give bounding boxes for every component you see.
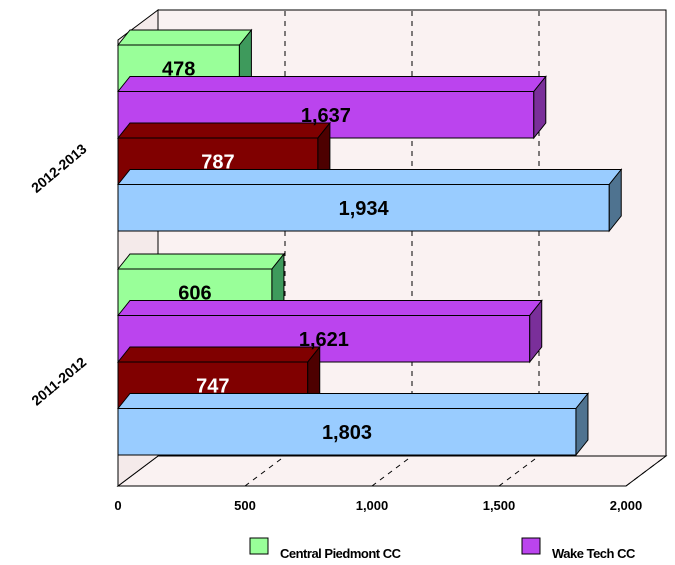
bar-group xyxy=(116,392,590,457)
value-labels: 606 1,621 747 1,803 478 1,637 787 1,934 xyxy=(162,58,389,444)
y-tick-label: 2011-2012 xyxy=(28,354,89,409)
bar-top xyxy=(116,29,253,46)
bar-side xyxy=(529,299,543,364)
bar xyxy=(117,408,577,456)
bar xyxy=(117,184,610,232)
bar-side xyxy=(533,75,547,140)
category-axis: 2011-2012 2012-2013 xyxy=(28,140,90,408)
bar-top xyxy=(116,253,285,270)
gridline-floor xyxy=(244,455,286,487)
bar-group xyxy=(116,299,543,364)
data-label: 747 xyxy=(196,375,229,397)
gridline-floor xyxy=(625,455,667,487)
data-label: 478 xyxy=(162,58,195,80)
y-tick-label: 2012-2013 xyxy=(28,140,90,195)
legend-label: Central Piedmont CC xyxy=(280,546,402,561)
bar-side xyxy=(575,392,589,457)
data-label: 1,637 xyxy=(301,105,351,127)
x-tick-label: 500 xyxy=(234,498,256,513)
data-label: 787 xyxy=(201,151,234,173)
x-axis: 0 500 1,000 1,500 2,000 xyxy=(114,498,642,513)
legend-swatch xyxy=(249,537,269,555)
x-tick-label: 0 xyxy=(114,498,121,513)
bar-top xyxy=(116,346,321,363)
data-label: 1,934 xyxy=(339,198,390,220)
gridline-floor xyxy=(498,455,540,487)
bars xyxy=(116,28,623,457)
bar-top xyxy=(116,393,590,409)
data-label: 1,803 xyxy=(322,422,372,444)
x-tick-label: 2,000 xyxy=(610,498,643,513)
bar-top xyxy=(116,122,331,139)
legend: Central Piedmont CC Wake Tech CC xyxy=(249,537,636,561)
bar-side xyxy=(608,168,622,233)
bar-top xyxy=(116,169,623,185)
data-label: 1,621 xyxy=(299,329,349,351)
legend-swatch xyxy=(521,537,541,555)
legend-label: Wake Tech CC xyxy=(552,546,636,561)
data-label: 606 xyxy=(178,282,211,304)
x-tick-label: 1,000 xyxy=(356,498,389,513)
gridline-floor xyxy=(371,455,413,487)
x-tick-label: 1,500 xyxy=(483,498,516,513)
bar-group xyxy=(116,168,623,233)
